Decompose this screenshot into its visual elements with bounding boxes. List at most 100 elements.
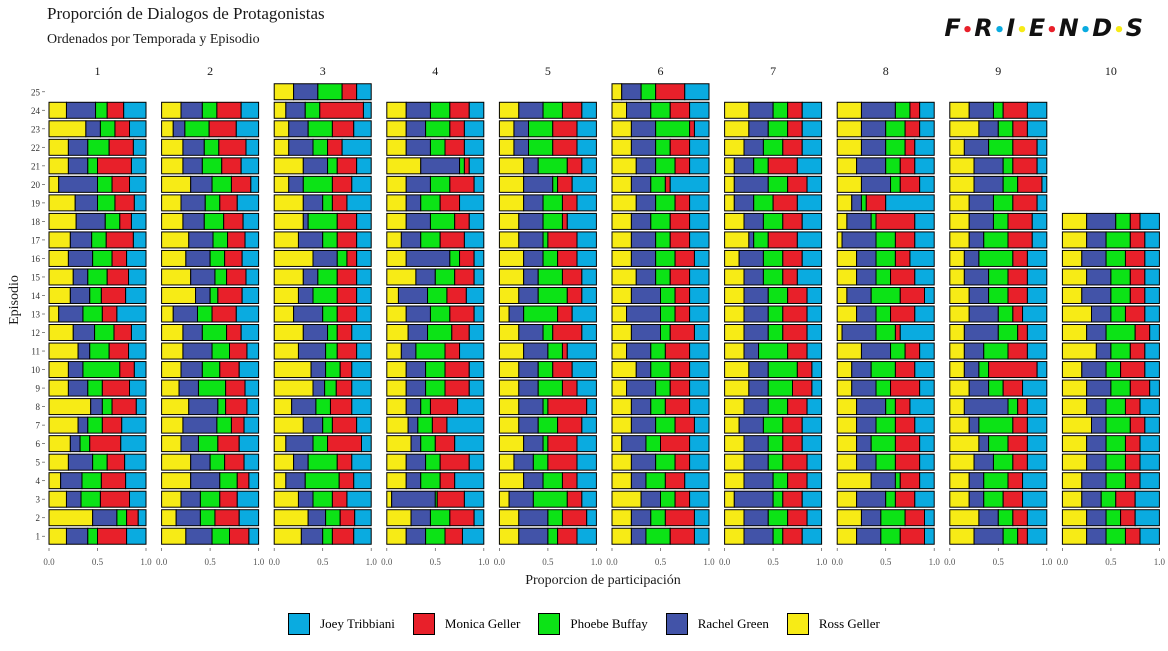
bar-segment [650, 509, 666, 527]
bar-segment [724, 138, 745, 156]
bar-segment [407, 324, 429, 342]
bar-segment [415, 268, 436, 286]
bar-segment [1081, 490, 1102, 508]
bar-segment [297, 286, 314, 304]
bar-segment [48, 157, 69, 175]
bar-segment [904, 342, 921, 360]
bar-segment [235, 120, 260, 138]
bar-segment [767, 361, 798, 379]
bar-segment [576, 527, 597, 545]
bar-segment [743, 286, 769, 304]
bar-segment [446, 416, 485, 434]
bar-segment [518, 361, 539, 379]
bar-segment [65, 490, 82, 508]
bar-segment [949, 453, 975, 471]
bar-segment [89, 342, 110, 360]
bar-segment [963, 398, 1009, 416]
bar-segment [354, 509, 372, 527]
bar-segment [1081, 286, 1112, 304]
bar-segment [1002, 490, 1024, 508]
bar-segment [307, 120, 333, 138]
legend-swatch [412, 613, 435, 635]
bar-segment [1139, 453, 1160, 471]
bar-segment [949, 398, 965, 416]
bar-segment [885, 120, 906, 138]
bar-segment [528, 120, 554, 138]
bar-segment [689, 101, 710, 119]
bar-segment [743, 398, 769, 416]
bar-segment [949, 212, 970, 230]
bar-segment [1091, 416, 1107, 434]
bar-segment [724, 398, 745, 416]
bar-segment [919, 101, 935, 119]
bar-segment [983, 472, 1009, 490]
bar-segment [111, 249, 128, 267]
chart-subtitle: Ordenados por Temporada y Episodio [47, 32, 260, 47]
bar-segment [356, 286, 372, 304]
bar-segment [767, 509, 789, 527]
bar-segment [655, 138, 671, 156]
bar-segment [100, 472, 127, 490]
bar-segment [1086, 268, 1112, 286]
bar-segment [537, 361, 554, 379]
bar-segment [689, 342, 710, 360]
bar-segment [1149, 324, 1160, 342]
bar-segment [329, 398, 353, 416]
y-tick-label: 1 [36, 532, 41, 542]
bar-segment [129, 490, 147, 508]
bar-segment [1124, 249, 1146, 267]
bar-segment [1091, 305, 1112, 323]
bar-segment [87, 379, 103, 397]
bar-segment [875, 324, 896, 342]
bar-segment [77, 416, 89, 434]
bar-segment [674, 305, 691, 323]
bar-segment [743, 342, 760, 360]
bar-segment [161, 361, 182, 379]
bar-segment [246, 398, 260, 416]
bar-segment [322, 305, 338, 323]
bar-segment [904, 120, 921, 138]
bar-segment [724, 249, 740, 267]
bar-segment [214, 509, 240, 527]
bar-segment [561, 509, 588, 527]
bar-segment [724, 212, 745, 230]
bar-segment [655, 194, 676, 212]
bar-segment [106, 268, 130, 286]
bar-segment [161, 231, 190, 249]
bar-segment [767, 286, 789, 304]
bar-segment [611, 342, 628, 360]
bar-segment [285, 101, 306, 119]
bar-segment [949, 342, 965, 360]
bar-segment [182, 416, 218, 434]
bar-segment [288, 120, 309, 138]
facet-label: 6 [658, 64, 664, 78]
y-tick-label: 25 [31, 87, 41, 97]
bar-segment [924, 286, 935, 304]
x-tick-label: 0.0 [832, 557, 844, 567]
bar-segment [983, 490, 1004, 508]
bar-segment [880, 527, 901, 545]
bar-segment [801, 212, 823, 230]
bar-segment [992, 194, 1014, 212]
bar-segment [890, 268, 916, 286]
legend-label: Phoebe Buffay [570, 616, 648, 631]
bar-segment [182, 138, 205, 156]
bar-segment [988, 268, 1009, 286]
bar-segment [684, 472, 710, 490]
bar-segment [498, 453, 515, 471]
bar-segment [346, 194, 372, 212]
bar-segment [635, 157, 657, 175]
bar-segment [219, 194, 238, 212]
bar-segment [870, 435, 896, 453]
bar-segment [217, 435, 240, 453]
bar-segment [767, 175, 789, 193]
bar-segment [836, 212, 848, 230]
bar-segment [949, 490, 970, 508]
bar-segment [302, 324, 329, 342]
bar-segment [924, 527, 935, 545]
bar-segment [331, 175, 353, 193]
legend-swatch [786, 613, 809, 635]
bar-segment [611, 194, 637, 212]
bar-segment [1124, 527, 1141, 545]
bar-segment [949, 157, 975, 175]
